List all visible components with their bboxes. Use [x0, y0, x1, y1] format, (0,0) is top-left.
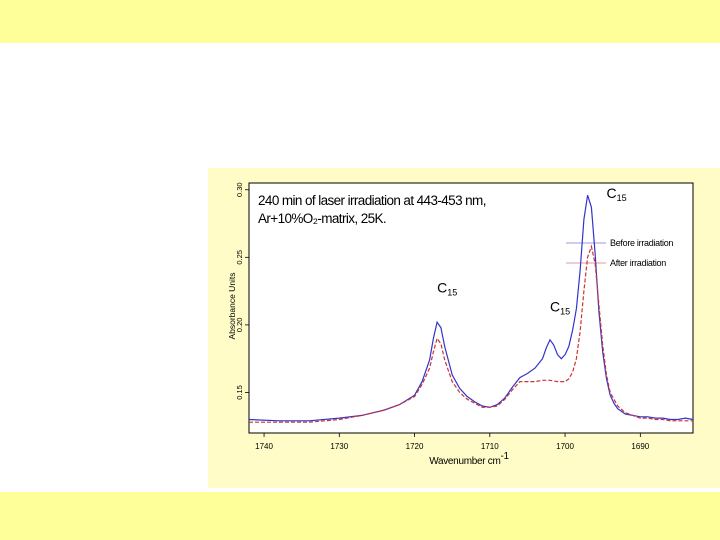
series-line-after	[249, 244, 693, 423]
peak-annotation-letter: C	[437, 279, 447, 295]
y-tick-label: 0.15	[235, 385, 244, 400]
x-axis-label-superscript: -1	[501, 451, 510, 462]
x-axis-label-text: Wavenumber cm	[429, 456, 500, 467]
y-tick-label: 0.25	[235, 250, 244, 265]
x-tick-label: 1700	[556, 442, 574, 451]
x-tick-label: 1690	[631, 442, 649, 451]
series-line-before	[248, 195, 694, 422]
chart-title-line-1: 240 min of laser irradiation at 443-453 …	[258, 193, 486, 208]
x-tick-label: 1740	[255, 442, 273, 451]
chart-title-line-2: Ar+10%O₂-matrix, 25K.	[258, 211, 386, 226]
peak-annotation-c15: C15	[437, 279, 457, 297]
peak-annotation-c15: C15	[606, 185, 626, 203]
x-tick-label: 1710	[481, 442, 499, 451]
top-banner	[0, 0, 720, 43]
legend-label-before: Before irradiation	[610, 238, 673, 248]
x-tick-label: 1730	[330, 442, 348, 451]
peak-annotation-subscript: 15	[447, 287, 457, 297]
y-tick-label: 0.30	[235, 182, 244, 197]
plot-frame	[248, 182, 694, 434]
peak-annotation-c15: C15	[550, 298, 570, 316]
bottom-banner	[0, 492, 720, 540]
peak-annotation-letter: C	[550, 298, 560, 314]
peak-annotation-letter: C	[606, 185, 616, 201]
y-axis-label: Absorbance Units	[227, 272, 237, 339]
y-tick-label: 0.20	[235, 318, 244, 333]
legend-label-after: After irradiation	[610, 258, 666, 268]
peak-annotation-subscript: 15	[617, 193, 627, 203]
x-tick-label: 1720	[406, 442, 424, 451]
x-axis-label: Wavenumber cm-1	[429, 451, 509, 467]
peak-annotation-subscript: 15	[560, 306, 570, 316]
